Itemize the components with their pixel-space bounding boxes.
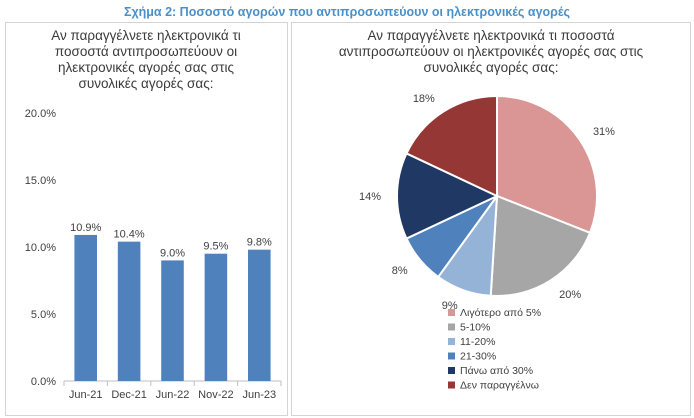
bar-chart-title-line: Αν παραγγέλνετε ηλεκτρονικά τι [51, 28, 241, 43]
bar-chart-title-line: συνολικές αγορές σας: [78, 76, 214, 91]
y-tick-label: 0.0% [31, 376, 56, 388]
pie-chart: 31%20%9%8%14%18%Λιγότερο από 5%5-10%11-2… [359, 93, 615, 392]
legend-swatch [448, 352, 455, 360]
legend-label: 11-20% [460, 336, 495, 348]
pie-slice [496, 94, 598, 235]
x-tick-label: Jun-21 [69, 389, 103, 401]
legend-label: 21-30% [460, 351, 496, 363]
legend-swatch [448, 323, 455, 331]
pie-data-label: 18% [413, 93, 435, 105]
pie-chart-title-line: Αν παραγγέλνετε ηλεκτρονικά τι ποσοστά [367, 28, 615, 43]
pie-chart-panel: Αν παραγγέλνετε ηλεκτρονικά τι ποσοστά α… [291, 22, 691, 416]
pie-slice [405, 94, 498, 198]
bar-chart-title: Αν παραγγέλνετε ηλεκτρονικά τι ποσοστά α… [26, 28, 266, 92]
legend-label: Δεν παραγγέλνω [460, 380, 539, 392]
pie-slice [489, 194, 592, 297]
bar-chart: 0.0% 5.0% 10.0% 15.0% 20.0% 10.9% Jun-21 10.4% D… [25, 108, 282, 401]
pie-data-label: 31% [593, 126, 615, 138]
pie-slice [396, 152, 500, 240]
legend-label: Λιγότερο από 5% [460, 307, 541, 319]
bar-chart-title-line: ποσοστά αντιπροσωπεύουν οι [54, 44, 238, 59]
figure-title: Σχήμα 2: Ποσοστό αγορών που αντιπροσωπεύ… [123, 5, 571, 19]
pie-data-label: 14% [359, 191, 381, 203]
pie-chart-title: Αν παραγγέλνετε ηλεκτρονικά τι ποσοστά α… [302, 28, 680, 76]
legend-swatch [448, 381, 455, 389]
bar [204, 253, 228, 381]
y-tick-label: 10.0% [25, 242, 56, 254]
bar-chart-title-line: ηλεκτρονικές αγορές σας στις [58, 60, 234, 75]
bar [161, 260, 184, 381]
bar-data-label: 10.4% [113, 229, 144, 241]
x-tick-label: Dec-21 [111, 389, 146, 401]
bar [74, 234, 97, 381]
pie-data-label: 8% [392, 265, 408, 277]
y-tick-label: 5.0% [31, 309, 56, 321]
pie-data-label: 20% [559, 289, 581, 301]
bar-data-label: 9.8% [247, 237, 272, 249]
bar-data-label: 9.0% [160, 247, 185, 259]
x-tick-label: Jun-22 [156, 389, 190, 401]
legend-label: 5-10% [460, 322, 490, 334]
bar [117, 241, 141, 381]
x-tick-label: Nov-22 [198, 389, 233, 401]
bar-chart-panel: Αν παραγγέλνετε ηλεκτρονικά τι ποσοστά α… [5, 22, 288, 416]
pie-chart-title-line: συνολικές αγορές σας: [423, 60, 559, 75]
legend-swatch [448, 338, 455, 345]
bar-data-label: 9.5% [203, 241, 228, 253]
bar-data-label: 10.9% [70, 222, 101, 234]
legend-swatch [448, 367, 455, 374]
legend-swatch [448, 309, 455, 316]
y-tick-label: 20.0% [25, 108, 56, 120]
pie-chart-title-line: αντιπροσωπεύουν οι ηλεκτρονικές αγορές σ… [338, 44, 644, 59]
y-tick-label: 15.0% [25, 175, 56, 187]
x-tick-label: Jun-23 [242, 389, 276, 401]
bar [248, 249, 271, 381]
legend-label: Πάνω από 30% [460, 365, 533, 377]
